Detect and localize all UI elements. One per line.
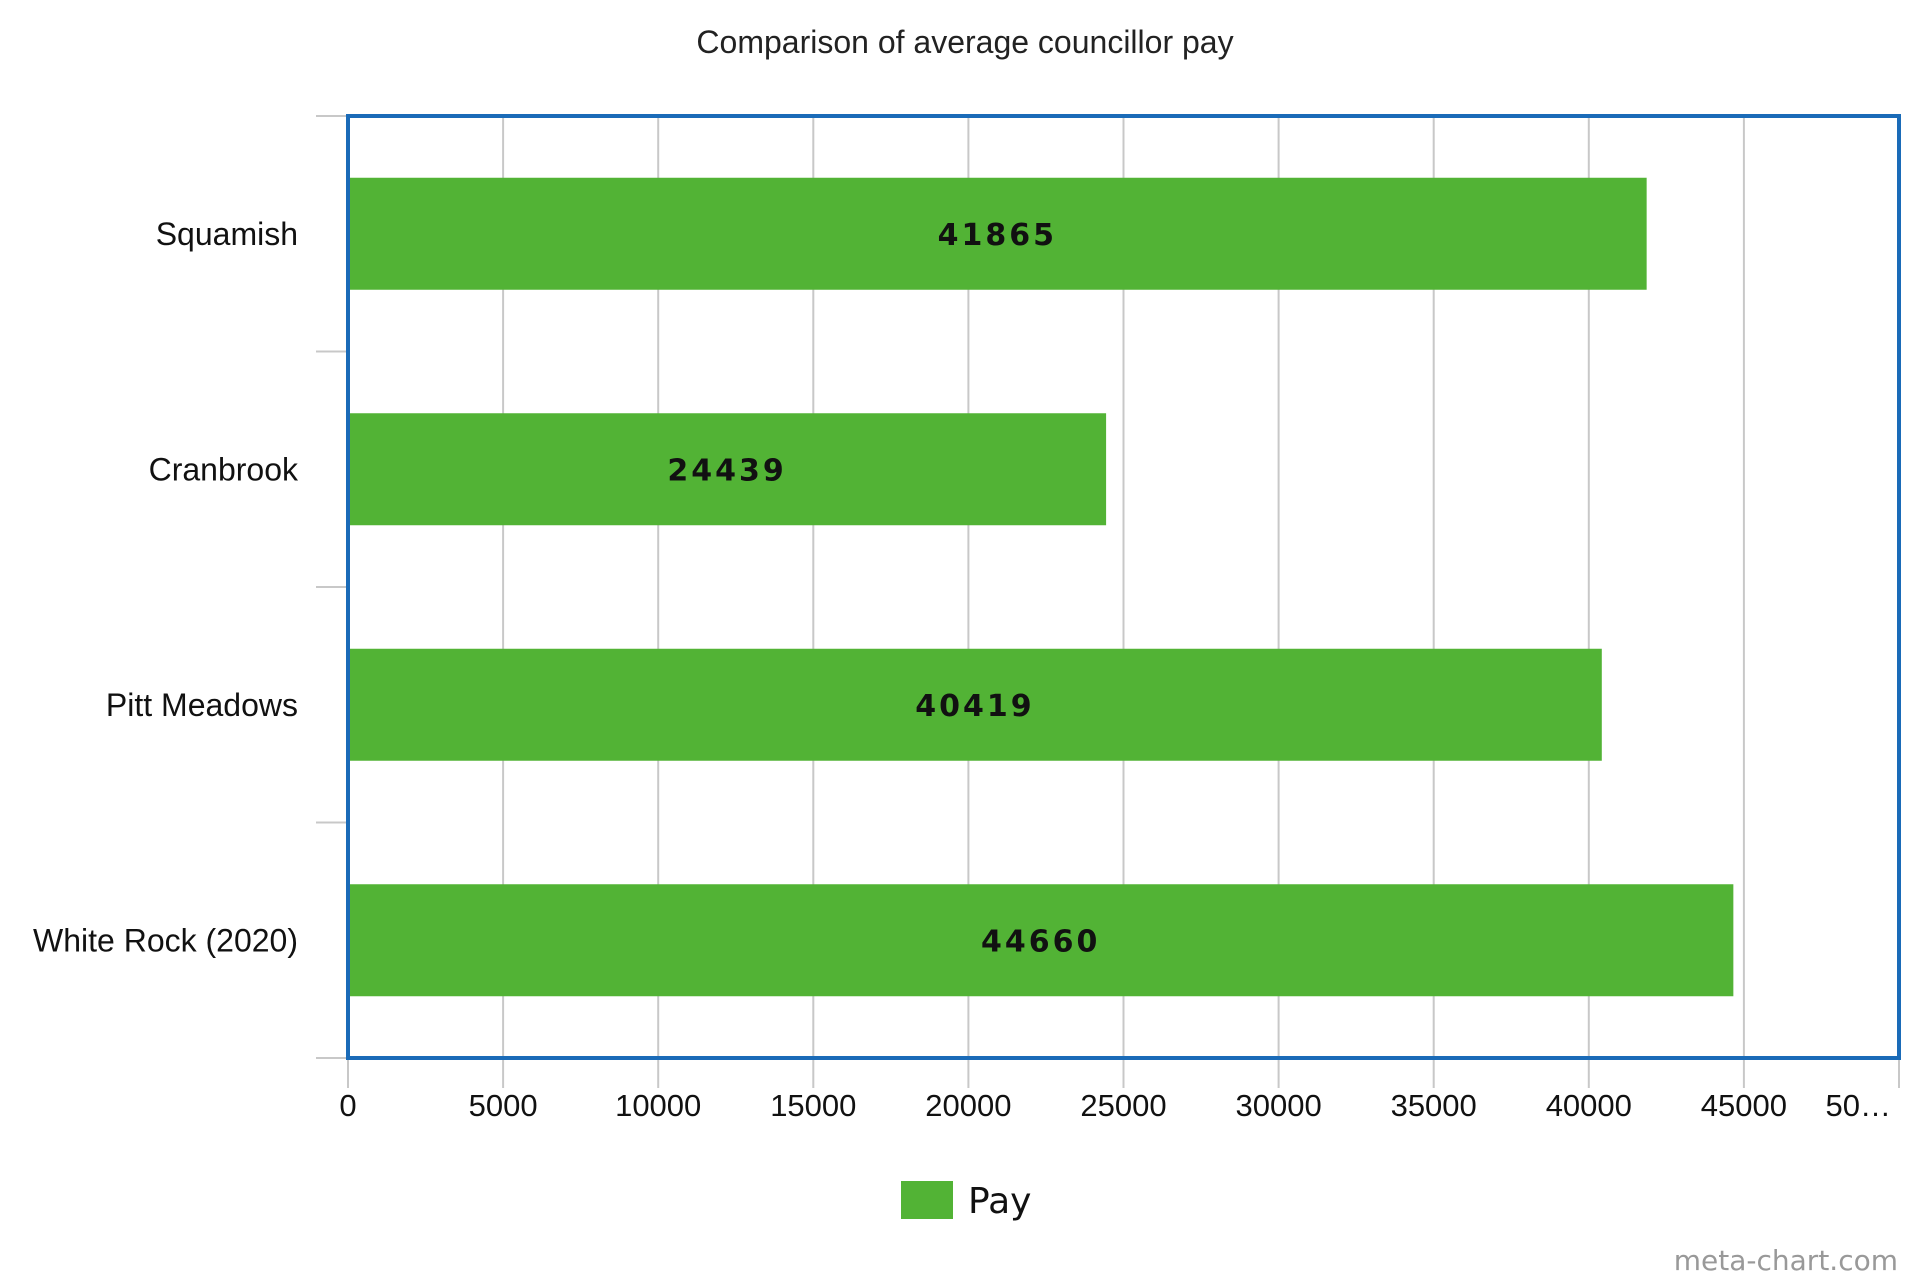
bar-white-rock-2020 — [348, 884, 1734, 997]
x-tick-label: 20000 — [925, 1088, 1011, 1123]
x-tick-labels: 0 5000 10000 15000 20000 25000 30000 35000 40000… — [339, 1088, 1891, 1123]
x-tick-label: 35000 — [1391, 1088, 1477, 1123]
bar-squamish — [348, 177, 1647, 290]
x-tick-label: 15000 — [770, 1088, 856, 1123]
legend-label-pay: Pay — [968, 1181, 1031, 1222]
category-label: Pitt Meadows — [106, 687, 298, 723]
data-label: 24439 — [667, 453, 786, 488]
plot-frame — [346, 114, 1901, 1060]
x-tick-label: 25000 — [1080, 1088, 1166, 1123]
credit-text: meta-chart.com — [1674, 1244, 1898, 1277]
x-tick-label: 45000 — [1701, 1088, 1787, 1123]
legend-swatch — [901, 1181, 953, 1219]
data-label: 40419 — [915, 689, 1034, 724]
category-labels: Squamish Cranbrook Pitt Meadows White Rock … — [33, 216, 299, 959]
bar-cranbrook — [348, 413, 1107, 526]
bar-pitt-meadows — [348, 648, 1602, 761]
x-tick-label: 40000 — [1546, 1088, 1632, 1123]
x-tick-label: 0 — [339, 1088, 356, 1123]
bars-layer: 41865 24439 40419 44660 — [348, 177, 1734, 997]
category-label: Cranbrook — [149, 451, 299, 487]
category-label: White Rock (2020) — [33, 922, 298, 958]
data-label: 41865 — [938, 218, 1057, 253]
x-tick-label: 10000 — [615, 1088, 701, 1123]
x-tick-label: 30000 — [1235, 1088, 1321, 1123]
category-label: Squamish — [156, 216, 298, 252]
x-tick-label: 5000 — [469, 1088, 538, 1123]
chart-title: Comparison of average councillor pay — [696, 24, 1233, 60]
legend: Pay — [901, 1181, 1031, 1222]
x-tick-label: 50… — [1826, 1088, 1891, 1123]
data-label: 44660 — [981, 924, 1100, 959]
